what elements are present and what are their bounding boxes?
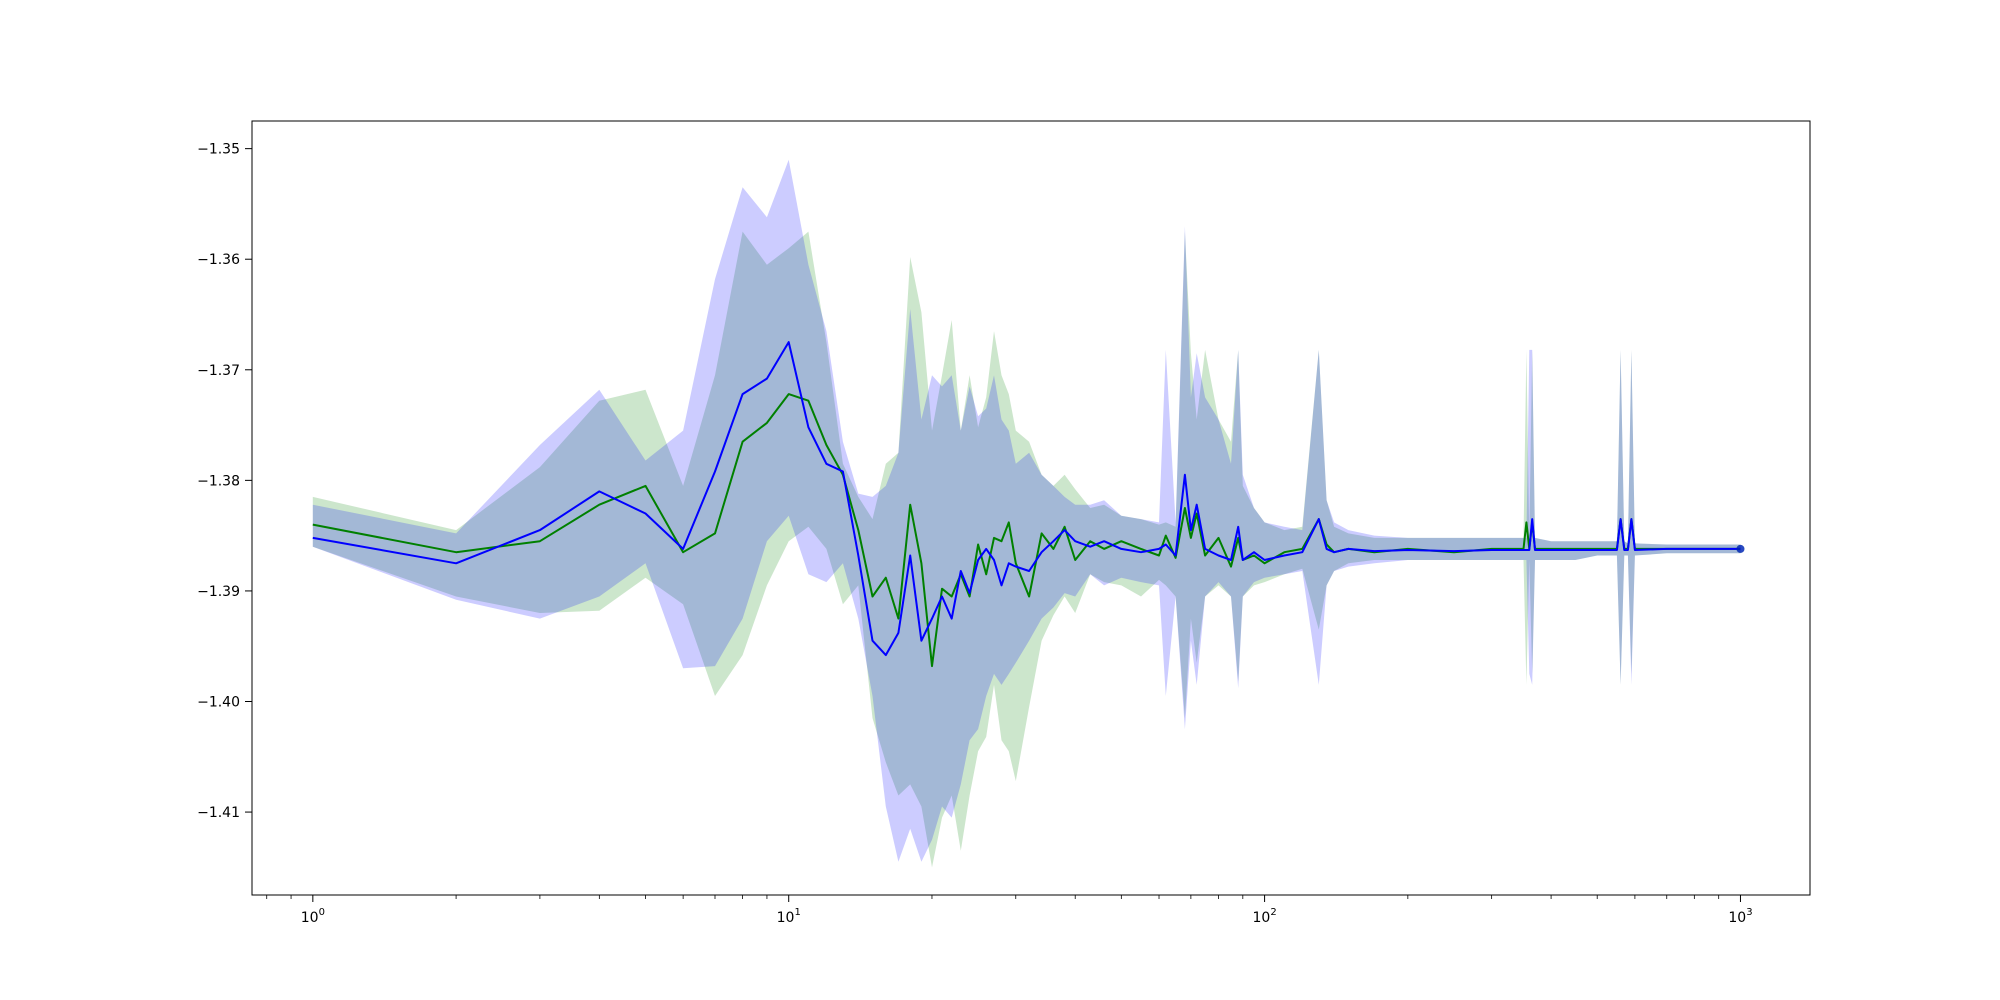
series-1-band xyxy=(312,231,1741,868)
x-tick-label: 101 xyxy=(777,907,801,926)
x-tick-label: 103 xyxy=(1728,907,1752,926)
series-lines xyxy=(312,341,1741,668)
plot-area xyxy=(312,159,1745,868)
y-tick-label: −1.36 xyxy=(197,252,240,268)
series-end-markers xyxy=(1736,544,1745,553)
series-2-band xyxy=(312,159,1741,862)
axes-frame xyxy=(251,120,1811,896)
x-tick-label: 102 xyxy=(1252,907,1276,926)
y-tick-label: −1.38 xyxy=(197,473,240,489)
y-tick-label: −1.35 xyxy=(197,142,240,158)
y-tick-label: −1.41 xyxy=(197,805,240,821)
series-2-end-point xyxy=(1736,544,1745,553)
y-axis: −1.35 −1.36 −1.37 −1.38 −1.39 −1.40 −1.41 xyxy=(197,142,252,821)
series-2-line xyxy=(312,341,1741,657)
x-tick-label: 100 xyxy=(301,907,325,926)
y-tick-label: −1.40 xyxy=(197,695,240,711)
y-tick-label: −1.37 xyxy=(197,363,240,379)
x-axis: 100 101 102 103 xyxy=(266,895,1753,926)
y-tick-label: −1.39 xyxy=(197,584,240,600)
confidence-bands xyxy=(312,159,1741,868)
